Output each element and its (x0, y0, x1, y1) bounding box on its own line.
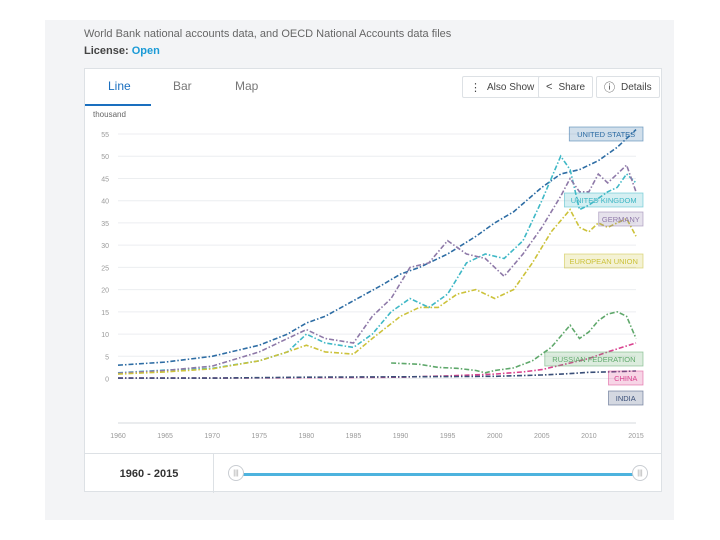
info-icon: ⓘ (604, 82, 615, 94)
svg-text:UNITED STATES: UNITED STATES (577, 130, 635, 139)
x-tick-label: 1990 (393, 433, 409, 440)
vertical-dots-icon: ⋮ (470, 81, 481, 94)
x-tick-label: 2015 (628, 433, 644, 440)
svg-text:RUSSIAN FEDERATION: RUSSIAN FEDERATION (552, 355, 635, 364)
series-label-china: CHINA (608, 370, 644, 386)
license-label: License: (84, 45, 129, 57)
x-tick-label: 2000 (487, 433, 503, 440)
series-line-european-union[interactable] (117, 208, 637, 375)
svg-text:GERMANY: GERMANY (602, 215, 640, 224)
license-value-link[interactable]: Open (131, 45, 160, 57)
x-tick-label: 1980 (299, 433, 315, 440)
tab-map[interactable]: Map (235, 79, 259, 93)
share-icon: < (546, 81, 553, 93)
range-label: 1960 - 2015 (85, 454, 214, 493)
tab-bar[interactable]: Bar (173, 79, 192, 93)
y-tick-label: 15 (101, 310, 109, 317)
range-start-handle[interactable]: ||| (228, 465, 244, 481)
y-tick-label: 20 (101, 288, 109, 295)
view-tabs: Line Bar Map ⋮ Also Show < Share ⓘ Detai… (85, 69, 661, 106)
svg-text:CHINA: CHINA (614, 374, 637, 383)
share-button[interactable]: < Share (538, 76, 594, 98)
license-line: License: Open (84, 45, 160, 57)
series-label-united-states: UNITED STATES (568, 126, 644, 142)
series-label-germany: GERMANY (598, 211, 644, 227)
y-tick-label: 0 (105, 377, 109, 384)
x-tick-label: 1960 (110, 433, 126, 440)
y-tick-label: 25 (101, 265, 109, 272)
series-label-russian-federation: RUSSIAN FEDERATION (544, 351, 644, 367)
y-tick-label: 5 (105, 354, 109, 361)
x-tick-label: 1985 (346, 433, 362, 440)
svg-text:EUROPEAN UNION: EUROPEAN UNION (570, 257, 638, 266)
also-show-label: Also Show (487, 81, 535, 93)
y-tick-label: 30 (101, 243, 109, 250)
share-label: Share (558, 81, 586, 93)
series-label-india: INDIA (608, 390, 644, 406)
active-tab-indicator (85, 104, 151, 106)
series-line-germany[interactable] (117, 163, 637, 374)
details-label: Details (621, 81, 652, 93)
series-line-united-states[interactable] (117, 129, 637, 366)
y-tick-label: 50 (101, 154, 109, 161)
x-tick-label: 1970 (204, 433, 220, 440)
series-label-european-union: EUROPEAN UNION (563, 253, 644, 269)
y-tick-label: 55 (101, 132, 109, 139)
svg-text:UNITED KINGDOM: UNITED KINGDOM (571, 196, 637, 205)
x-tick-label: 1975 (251, 433, 267, 440)
x-tick-label: 2005 (534, 433, 550, 440)
series-label-united-kingdom: UNITED KINGDOM (563, 192, 644, 208)
series-line-united-kingdom[interactable] (117, 154, 637, 374)
series-line-russian-federation[interactable] (391, 310, 637, 374)
y-tick-label: 45 (101, 176, 109, 183)
tab-line[interactable]: Line (108, 79, 131, 93)
range-footer: 1960 - 2015 ||| ||| (85, 453, 661, 493)
x-tick-label: 1995 (440, 433, 456, 440)
series-line-india[interactable] (118, 370, 637, 379)
svg-text:INDIA: INDIA (616, 394, 636, 403)
y-tick-label: 10 (101, 332, 109, 339)
y-tick-label: 40 (101, 199, 109, 206)
x-tick-label: 2010 (581, 433, 597, 440)
y-axis-label: thousand (93, 110, 126, 119)
also-show-button[interactable]: ⋮ Also Show (462, 76, 543, 98)
range-end-handle[interactable]: ||| (632, 465, 648, 481)
chart-card: Line Bar Map ⋮ Also Show < Share ⓘ Detai… (84, 68, 662, 493)
data-source-text: World Bank national accounts data, and O… (84, 28, 452, 40)
y-tick-label: 35 (101, 221, 109, 228)
details-button[interactable]: ⓘ Details (596, 76, 660, 98)
x-tick-label: 1965 (157, 433, 173, 440)
range-slider-track[interactable] (235, 473, 640, 476)
